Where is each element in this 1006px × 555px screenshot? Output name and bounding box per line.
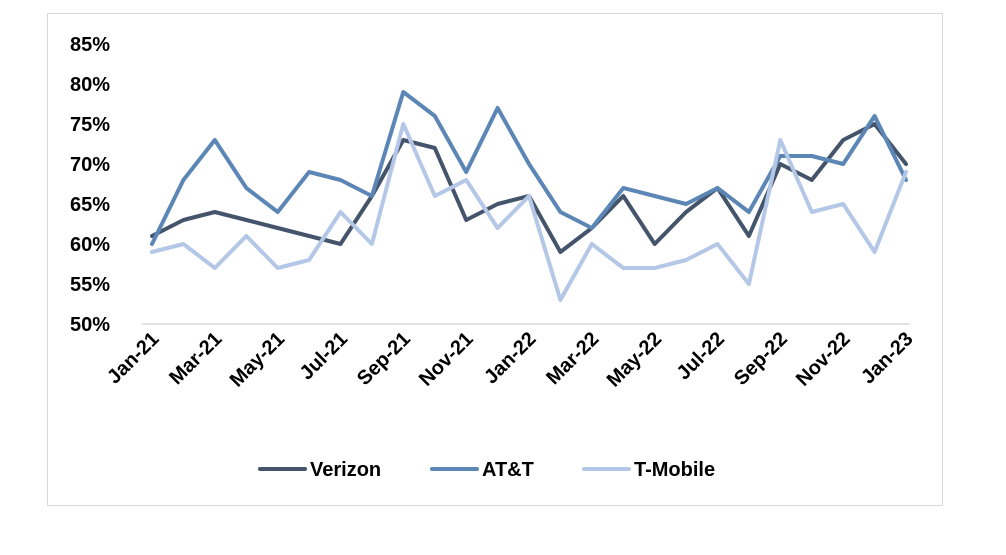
x-tick-label: Jan-21 [103, 328, 163, 388]
x-tick-label: Mar-21 [165, 328, 226, 389]
y-tick-label: 85% [70, 34, 110, 56]
x-tick-label: Jan-22 [480, 328, 540, 388]
x-tick-label: Nov-22 [792, 328, 855, 391]
x-tick-label: May-22 [603, 328, 667, 392]
x-tick-label: Nov-21 [415, 328, 478, 391]
y-tick-label: 70% [70, 154, 110, 176]
x-axis-ticks: Jan-21 Mar-21 May-21 Jul-21 Sep-21 Nov-21 Jan-… [103, 328, 917, 392]
legend-label: AT&T [482, 459, 534, 481]
legend-label: Verizon [310, 459, 381, 481]
y-tick-label: 60% [70, 234, 110, 256]
series-line-verizon [150, 122, 908, 254]
chart-frame: 50% 55% 60% 65% 70% 75% 80% 85% Jan-21 Mar-21 May… [47, 13, 943, 506]
y-tick-label: 50% [70, 314, 110, 336]
series-line-at-t [150, 90, 908, 246]
x-tick-label: Jul-21 [296, 328, 352, 384]
y-tick-label: 55% [70, 274, 110, 296]
legend: Verizon AT&T T-Mobile [258, 459, 715, 481]
x-tick-label: May-21 [226, 328, 290, 392]
x-tick-label: Jul-22 [673, 328, 729, 384]
series-line-t-mobile [150, 122, 908, 302]
x-tick-label: Sep-21 [353, 328, 415, 390]
x-tick-label: Jan-23 [857, 328, 917, 388]
y-tick-label: 80% [70, 74, 110, 96]
y-tick-label: 75% [70, 114, 110, 136]
series-lines [150, 90, 908, 302]
legend-label: T-Mobile [634, 459, 715, 481]
x-tick-label: Mar-22 [542, 328, 603, 389]
x-tick-label: Sep-22 [730, 328, 792, 390]
y-tick-label: 65% [70, 194, 110, 216]
y-axis-ticks: 50% 55% 60% 65% 70% 75% 80% 85% [70, 34, 110, 336]
line-chart: 50%55%60%65%70%75%80%85% Jan-21 Mar-21 May… [70, 34, 918, 481]
